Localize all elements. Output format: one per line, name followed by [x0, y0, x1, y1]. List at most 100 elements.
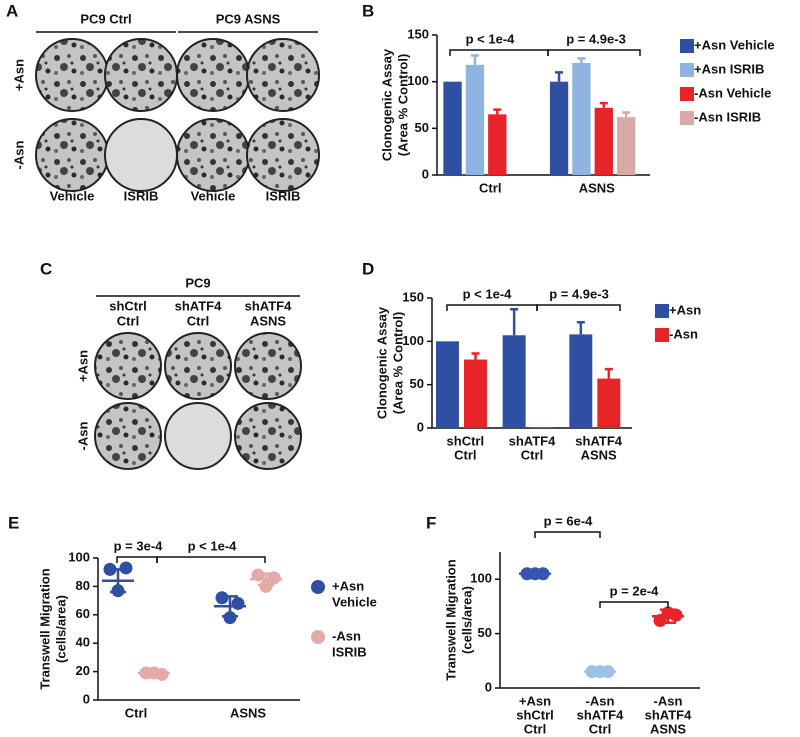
group-label: PC9 Ctrl — [80, 11, 131, 26]
dish — [176, 38, 250, 112]
error-bar — [493, 108, 502, 115]
x-tick-label: Ctrl — [479, 180, 501, 195]
bar — [488, 114, 507, 175]
column-label: Ctrl — [117, 313, 139, 328]
y-axis-label: (Area % Control) — [395, 54, 410, 157]
bracket — [156, 556, 266, 563]
legend-swatch — [311, 630, 325, 644]
panel-letter: A — [6, 1, 18, 20]
y-tick-label: 50 — [410, 376, 424, 391]
annotation: p < 1e-4 — [188, 538, 238, 553]
bar — [443, 81, 462, 175]
bar — [549, 81, 569, 175]
error-bar — [599, 101, 608, 108]
bar — [594, 107, 613, 175]
y-tick-label: 0 — [422, 166, 429, 181]
dot — [231, 596, 245, 610]
y-tick-label: 100 — [402, 333, 424, 348]
y-tick-label: 0 — [485, 679, 492, 694]
column-label: shATF4 — [175, 298, 222, 313]
annotation: p = 3e-4 — [114, 538, 164, 553]
y-tick-label: 20 — [76, 663, 90, 678]
dish — [35, 38, 109, 112]
x-tick-label: -Asn — [654, 693, 683, 708]
dish — [104, 118, 178, 192]
dish — [35, 118, 109, 192]
x-tick-label: Ctrl — [454, 447, 476, 462]
column-label: ISRIB — [266, 188, 301, 203]
dot — [119, 561, 133, 575]
bar — [464, 359, 487, 428]
y-tick-label: 80 — [76, 578, 90, 593]
annotation: p = 4.9e-3 — [549, 286, 609, 301]
legend-swatch — [655, 304, 669, 318]
error-bar — [510, 308, 519, 336]
y-tick-label: 150 — [407, 26, 429, 41]
legend-label: -Asn Vehicle — [694, 85, 771, 100]
error-bar — [258, 572, 274, 587]
legend-label: +Asn — [332, 578, 364, 593]
y-tick-label: 100 — [470, 571, 492, 586]
dish — [176, 118, 250, 192]
error-bar — [604, 367, 613, 379]
y-tick-label: 150 — [402, 289, 424, 304]
annotation: p = 2e-4 — [610, 583, 660, 598]
error-bar — [622, 111, 631, 118]
bar — [572, 63, 591, 175]
legend-swatch — [655, 328, 669, 342]
bar — [436, 341, 459, 428]
error-bar — [577, 57, 586, 63]
y-axis-label: Clonogenic Assay — [374, 306, 389, 419]
bracket — [599, 601, 669, 608]
legend-swatch — [680, 111, 694, 125]
legend-swatch — [680, 63, 694, 77]
y-tick-label: 100 — [407, 73, 429, 88]
legend-label: -Asn ISRIB — [694, 109, 761, 124]
bracket — [547, 49, 641, 56]
x-tick-label: ASNS — [650, 721, 686, 736]
bracket — [446, 304, 538, 311]
panel-title: PC9 — [185, 275, 210, 290]
dish — [94, 402, 162, 470]
dish — [164, 332, 232, 400]
column-label: shCtrl — [109, 298, 147, 313]
x-tick-label: shCtrl — [447, 433, 485, 448]
error-bar — [470, 54, 479, 65]
panel-letters: A B C D E F — [6, 1, 436, 532]
error-bar — [471, 352, 480, 360]
legend-label: -Asn — [669, 326, 698, 341]
x-tick-label: shCtrl — [516, 707, 554, 722]
legend-label: ISRIB — [332, 644, 367, 659]
annotation: p = 6e-4 — [544, 513, 594, 528]
error-bar — [592, 668, 608, 676]
y-axis-label: Transwell Migration — [37, 568, 52, 689]
y-axis-label: (Area % Control) — [390, 312, 405, 415]
panel-letter: D — [362, 259, 374, 278]
row-label: -Asn — [75, 421, 90, 450]
x-tick-label: ASNS — [581, 447, 617, 462]
legend-swatch — [680, 39, 694, 53]
panel-letter: B — [362, 1, 374, 20]
legend-label: +Asn — [669, 302, 701, 317]
panel-c: PC9 shCtrl Ctrl shATF4 Ctrl shATF4 ASNS … — [75, 275, 302, 470]
bracket — [449, 49, 549, 56]
dish — [246, 38, 320, 112]
y-tick-label: 60 — [76, 606, 90, 621]
y-axis-label: Transwell Migration — [443, 559, 458, 680]
row-label: -Asn — [11, 140, 26, 169]
y-tick-label: 0 — [417, 419, 424, 434]
dish — [164, 402, 232, 470]
legend-label: Vehicle — [332, 594, 377, 609]
dot — [223, 611, 237, 625]
dish — [94, 332, 162, 400]
y-tick-label: 40 — [76, 635, 90, 650]
bracket — [116, 556, 158, 563]
error-bar — [555, 71, 564, 82]
column-label: Vehicle — [191, 188, 236, 203]
annotation: p = 4.9e-3 — [566, 31, 626, 46]
x-tick-label: +Asn — [519, 693, 551, 708]
x-tick-label: Ctrl — [524, 721, 546, 736]
error-bar — [110, 568, 126, 594]
x-tick-label: shATF4 — [577, 707, 624, 722]
panel-letter: E — [8, 513, 19, 532]
